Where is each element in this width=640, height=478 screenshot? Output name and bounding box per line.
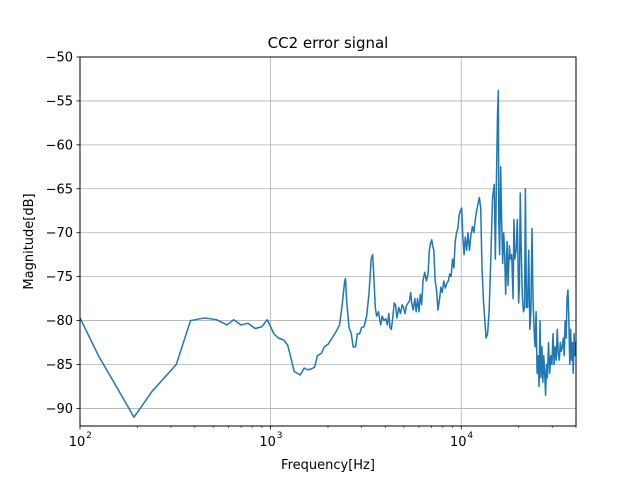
y-tick-label: −60: [46, 138, 73, 153]
y-tick-label: −65: [46, 182, 73, 197]
y-tick-label: −55: [46, 94, 73, 109]
y-tick-label: −90: [46, 402, 73, 417]
plot-area: [79, 89, 577, 418]
y-tick-label: −70: [46, 226, 73, 241]
y-tick-label: −80: [46, 314, 73, 329]
y-tick-label: −75: [46, 270, 73, 285]
y-tick-label: −85: [46, 358, 73, 373]
x-axis-label: Frequency[Hz]: [281, 458, 375, 473]
chart-title: CC2 error signal: [268, 34, 389, 52]
x-tick-exponent: 2: [86, 431, 92, 441]
x-tick-label: 10: [69, 435, 86, 450]
x-tick-exponent: 3: [277, 431, 283, 441]
y-axis-label: Magnitude[dB]: [22, 193, 37, 289]
y-tick-label: −50: [46, 51, 73, 66]
x-tick-exponent: 4: [467, 431, 473, 441]
x-tick-label: 10: [450, 435, 467, 450]
series-line: [79, 89, 577, 418]
x-tick-label: 10: [259, 435, 276, 450]
grid: [79, 56, 576, 426]
